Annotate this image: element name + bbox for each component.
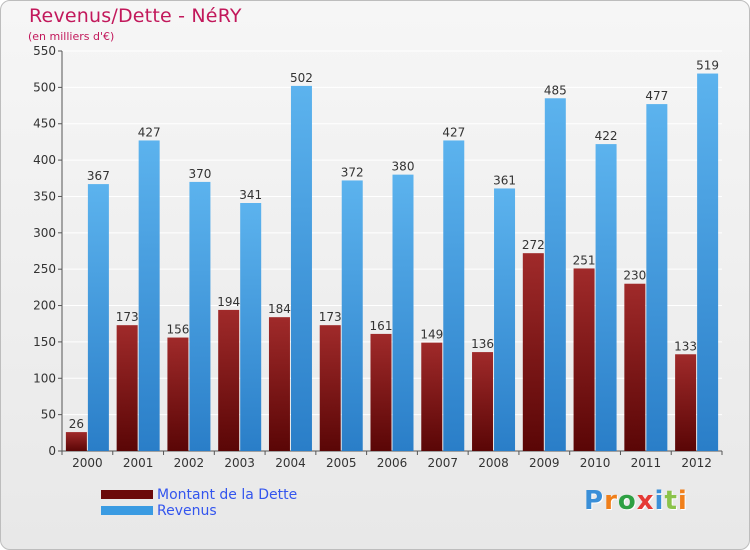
x-tick-label: 2006 [377,456,408,470]
chart-title: Revenus/Dette - NéRY [29,5,242,27]
bar-revenus [341,180,363,452]
data-label: 502 [290,71,313,85]
x-tick-label: 2007 [427,456,458,470]
bar-revenus [595,144,617,451]
data-label: 370 [188,167,211,181]
y-tick-label: 0 [48,444,56,458]
bar-revenus [646,104,668,451]
y-tick-label: 150 [33,335,56,349]
bar-revenus [290,85,312,451]
bar-revenus [544,98,566,451]
bar-revenus [392,174,414,452]
y-tick-label: 550 [33,44,56,58]
data-label: 136 [471,337,494,351]
legend-swatch-dette [101,490,153,499]
x-tick-label: 2010 [580,456,611,470]
y-tick-label: 400 [33,153,56,167]
data-label: 149 [420,328,443,342]
bar-revenus [138,140,160,452]
chart-subtitle: (en milliers d'€) [28,30,115,43]
legend-swatch-revenus [101,506,153,515]
bar-dette [522,253,544,451]
bars [65,73,719,452]
data-label: 133 [674,339,697,353]
data-label: 380 [392,160,415,174]
bar-dette [218,309,240,451]
bar-dette [675,354,697,451]
x-tick-label: 2001 [123,456,154,470]
y-tick-label: 50 [41,408,56,422]
data-label: 156 [166,323,189,337]
y-tick-label: 300 [33,226,56,240]
bar-dette [268,317,290,451]
axes: 0 50 100 150 200 250 300 350 400 450 500 550 2000 200… [33,44,723,470]
x-tick-label: 2005 [326,456,357,470]
grid-lines [62,50,722,452]
bar-revenus [87,184,109,451]
data-label: 251 [573,253,596,267]
data-label: 341 [239,188,262,202]
bar-revenus [494,188,516,452]
x-tick-label: 2000 [72,456,103,470]
bar-dette [167,337,189,451]
bar-dette [370,333,392,451]
x-tick-label: 2012 [681,456,712,470]
y-tick-label: 500 [33,80,56,94]
data-labels: 26 367 173 427 156 370 194 341 184 502 173 372 161 38… [69,59,719,432]
x-tick-label: 2009 [529,456,560,470]
data-label: 173 [319,310,342,324]
bar-dette [421,342,443,451]
data-label: 427 [138,125,161,139]
data-label: 367 [87,169,110,183]
bar-dette [65,432,87,451]
bar-revenus [697,73,719,451]
bar-revenus [189,181,211,451]
y-tick-label: 100 [33,371,56,385]
data-label: 194 [217,295,240,309]
x-tick-label: 2008 [478,456,509,470]
data-label: 173 [116,310,139,324]
bar-dette [472,352,494,451]
x-tick-label: 2003 [224,456,255,470]
bar-dette [319,325,341,451]
y-tick-label: 350 [33,189,56,203]
x-tick-label: 2002 [174,456,205,470]
legend-label-revenus: Revenus [157,503,217,519]
data-label: 361 [493,173,516,187]
y-tick-label: 250 [33,262,56,276]
bar-dette [624,283,646,451]
data-label: 230 [623,269,646,283]
bar-revenus [443,140,465,452]
bar-dette [116,325,138,451]
y-tick-label: 450 [33,117,56,131]
x-tick-label: 2004 [275,456,306,470]
bar-revenus [240,203,262,451]
data-label: 427 [442,125,465,139]
data-label: 519 [696,59,719,73]
data-label: 422 [595,129,618,143]
data-label: 477 [645,89,668,103]
data-label: 372 [341,165,364,179]
x-tick-label: 2011 [631,456,662,470]
data-label: 161 [370,319,393,333]
legend-label-dette: Montant de la Dette [157,487,298,503]
data-label: 26 [69,417,84,431]
proxiti-logo: Proxiti [584,486,688,516]
y-tick-label: 200 [33,299,56,313]
data-label: 272 [522,238,545,252]
data-label: 184 [268,302,291,316]
bar-dette [573,268,595,451]
data-label: 485 [544,83,567,97]
